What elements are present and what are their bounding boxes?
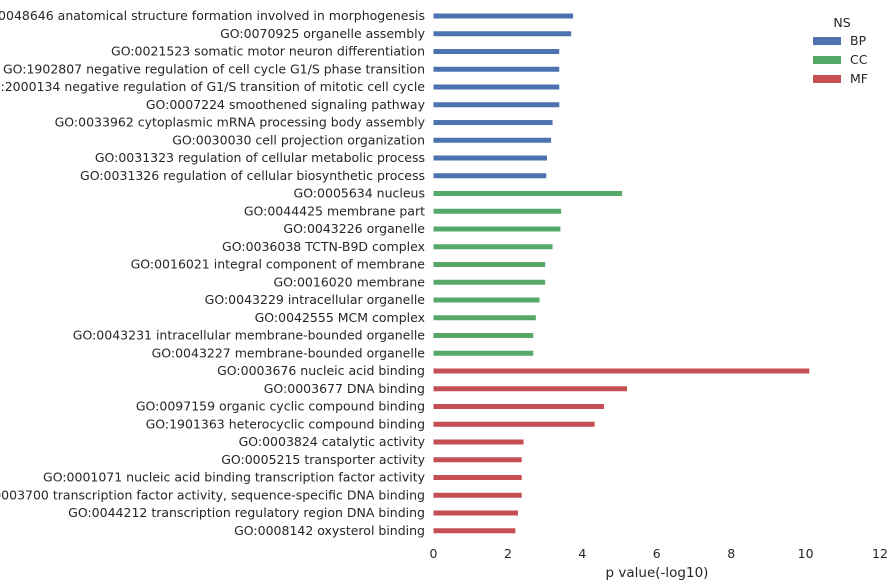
legend-label-bp: BP xyxy=(850,33,867,48)
bar-mf xyxy=(433,475,522,480)
bar-bp xyxy=(433,31,572,37)
bar-cc xyxy=(433,315,536,321)
x-axis-label: p value(-log10) xyxy=(606,565,709,581)
bars-layer xyxy=(433,13,810,534)
bar-mf xyxy=(433,528,516,534)
bar-bp xyxy=(433,84,560,90)
legend-label-cc: CC xyxy=(850,52,868,67)
bar-bp xyxy=(433,13,574,19)
y-tick-label: GO:0043227 membrane-bounded organelle xyxy=(152,345,426,360)
bar-mf xyxy=(433,404,604,409)
y-tick-label: GO:0001071 nucleic acid binding transcri… xyxy=(43,470,426,485)
x-tick-label: 6 xyxy=(653,546,661,561)
legend-title: NS xyxy=(833,15,850,30)
y-tick-label: GO:0030030 cell projection organization xyxy=(172,132,425,147)
x-tick-label: 0 xyxy=(430,546,438,561)
y-tick-label: GO:1902807 negative regulation of cell c… xyxy=(3,61,425,76)
y-tick-label: GO:0042555 MCM complex xyxy=(255,310,425,325)
bar-mf xyxy=(433,439,524,445)
bar-bp xyxy=(433,155,547,161)
y-tick-label: GO:0016020 membrane xyxy=(273,274,425,289)
y-tick-label: GO:0031323 regulation of cellular metabo… xyxy=(95,150,425,165)
y-tick-label: GO:0043231 intracellular membrane-bounde… xyxy=(73,328,426,343)
bar-bp xyxy=(433,120,553,125)
bar-bp xyxy=(433,102,560,108)
bar-cc xyxy=(433,333,534,338)
bar-mf xyxy=(433,421,595,427)
y-tick-label: GO:0003676 nucleic acid binding xyxy=(217,363,425,378)
y-tick-label: GO:0007224 smoothened signaling pathway xyxy=(146,97,426,112)
y-tick-label: GO:0036038 TCTN-B9D complex xyxy=(222,239,425,254)
y-tick-label: GO:0005215 transporter activity xyxy=(221,452,425,467)
bar-cc xyxy=(433,262,546,267)
x-tick-labels: 0 2 4 6 8 10 12 xyxy=(430,546,888,561)
bar-mf xyxy=(433,368,810,374)
bar-cc xyxy=(433,350,534,356)
x-tick-label: 4 xyxy=(578,546,586,561)
y-tick-label: GO:0043229 intracellular organelle xyxy=(205,292,426,307)
bar-cc xyxy=(433,226,561,232)
y-tick-label: GO:0021523 somatic motor neuron differen… xyxy=(111,44,425,59)
x-tick-label: 10 xyxy=(798,546,814,561)
y-tick-label: GO:0097159 organic cyclic compound bindi… xyxy=(136,399,425,414)
y-tick-label: GO:0033962 cytoplasmic mRNA processing b… xyxy=(55,115,426,130)
bar-cc xyxy=(433,244,553,250)
y-tick-label: GO:0044212 transcription regulatory regi… xyxy=(68,505,425,520)
y-tick-label: GO:1901363 heterocyclic compound binding xyxy=(146,416,425,431)
bar-cc xyxy=(433,208,562,214)
bar-bp xyxy=(433,173,547,179)
bar-bp xyxy=(433,49,560,54)
legend-swatch-bp xyxy=(813,37,841,45)
x-tick-label: 12 xyxy=(872,546,888,561)
legend-label-mf: MF xyxy=(850,71,868,86)
bar-cc xyxy=(433,191,623,196)
legend-swatch-cc xyxy=(813,56,841,64)
bar-bp xyxy=(433,137,552,143)
bar-mf xyxy=(433,457,522,463)
y-tick-label: GO:2000134 negative regulation of G1/S t… xyxy=(0,79,425,94)
y-tick-label: GO:0044425 membrane part xyxy=(244,203,425,218)
y-tick-label: GO:0070925 organelle assembly xyxy=(220,26,426,41)
legend: NS BP CC MF xyxy=(813,15,868,86)
y-tick-label: GO:0003824 catalytic activity xyxy=(239,434,426,449)
y-tick-label: GO:0048646 anatomical structure formatio… xyxy=(0,8,425,23)
x-tick-label: 8 xyxy=(727,546,735,561)
bar-mf xyxy=(433,492,522,498)
bar-mf xyxy=(433,386,627,392)
bar-mf xyxy=(433,510,518,516)
y-tick-label: GO:0003700 transcription factor activity… xyxy=(0,487,425,502)
x-tick-label: 2 xyxy=(504,546,512,561)
y-tick-label: GO:0005634 nucleus xyxy=(294,186,425,201)
bar-cc xyxy=(433,297,540,303)
y-tick-label: GO:0031326 regulation of cellular biosyn… xyxy=(80,168,425,183)
y-tick-label: GO:0016021 integral component of membran… xyxy=(131,257,426,272)
y-tick-labels: GO:0048646 anatomical structure formatio… xyxy=(0,8,426,538)
bar-cc xyxy=(433,279,546,285)
y-tick-label: GO:0008142 oxysterol binding xyxy=(234,523,425,538)
y-tick-label: GO:0003677 DNA binding xyxy=(264,381,425,396)
y-tick-label: GO:0043226 organelle xyxy=(283,221,425,236)
legend-swatch-mf xyxy=(813,75,841,83)
bar-bp xyxy=(433,66,560,72)
